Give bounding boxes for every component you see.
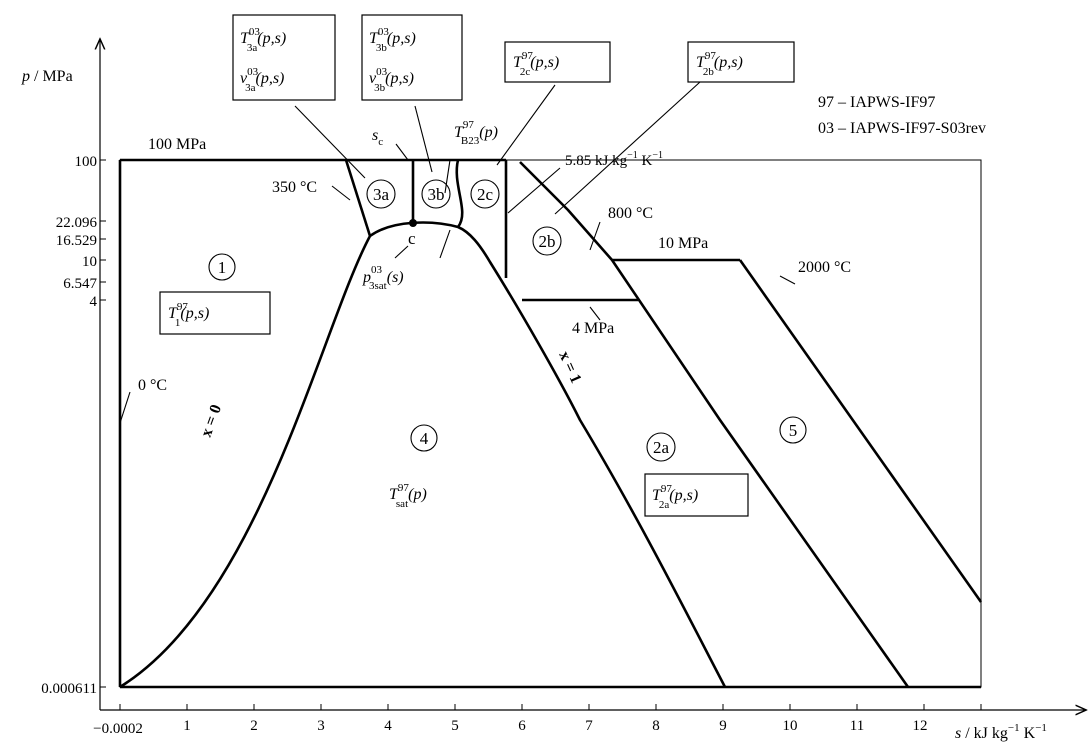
y-tick-6547: 6.547 [63,276,97,292]
y-ticks [100,159,106,688]
formula-box-3a: T03 3a(p,s) v03 3a(p,s) [232,14,336,101]
formula-box-2b: T97 2b(p,s) [687,41,795,83]
label-100mpa: 100 MPa [148,136,206,153]
x-tick-2: 2 [250,718,258,734]
y-axis-title: p / MPa [21,68,73,85]
formula-box-1: T97 1(p,s) [159,291,271,335]
region-2a: 2a [653,438,670,457]
x-tick-neg: −0.0002 [93,721,143,737]
x-tick-8: 8 [652,718,660,734]
region-5: 5 [789,421,798,440]
label-tb23: T97 B23(p) [454,119,498,147]
region-2c: 2c [477,185,494,204]
label-585: 5.85 kJ kg−1 K−1 [565,150,663,169]
region-labels: 1 3a 3b 2c 2b 4 2a 5 [208,179,807,462]
y-tick-16529: 16.529 [56,233,97,249]
formula-box-3b: T03 3b(p,s) v03 3b(p,s) [361,14,463,101]
region-2b: 2b [539,232,556,251]
x-tick-7: 7 [585,718,593,734]
formula-tsat: T97 sat(p) [389,482,427,510]
y-tick-22096: 22.096 [56,215,98,231]
x-tick-9: 9 [719,718,727,734]
saturation-curve [119,221,727,689]
x-tick-10: 10 [783,718,798,734]
boundary-3b-2c [455,159,464,228]
x-tick-3: 3 [317,718,325,734]
x-tick-1: 1 [183,718,191,734]
region-3b: 3b [428,185,445,204]
x-tick-4: 4 [384,718,392,734]
region-4: 4 [420,429,429,448]
x-tick-6: 6 [518,718,526,734]
y-tick-0000611: 0.000611 [41,681,97,697]
formula-box-2c: T97 2c(p,s) [504,41,611,83]
y-tick-100: 100 [75,154,98,170]
formula-box-2a: T97 2a(p,s) [644,473,749,517]
x-tick-12: 12 [913,718,928,734]
legend-line-1: 97 – IAPWS-IF97 [818,94,935,111]
label-p3sat: p03 3sat(s) [362,264,404,292]
label-x0: x = 0 [198,402,225,439]
label-0c: 0 °C [138,377,167,394]
legend-line-2: 03 – IAPWS-IF97-S03rev [818,120,986,137]
isotherm-800c [519,161,910,688]
x-tick-labels: −0.0002 1 2 3 4 5 6 7 8 9 10 11 12 [93,718,927,737]
label-4mpa: 4 MPa [572,320,614,337]
isotherm-2000c [738,259,983,603]
x-axis-title: s / kJ kg−1 K−1 [955,722,1047,742]
label-sc: sc [372,127,383,148]
label-800c: 800 °C [608,205,653,222]
region-1: 1 [218,258,227,277]
region-3a: 3a [373,185,390,204]
label-350c: 350 °C [272,179,317,196]
critical-point [409,219,417,227]
label-10mpa: 10 MPa [658,235,708,252]
x-ticks [119,704,982,710]
y-tick-labels: 100 22.096 16.529 10 6.547 4 0.000611 [41,154,97,697]
x-tick-11: 11 [850,718,864,734]
leader-lines [119,81,796,424]
y-tick-10: 10 [82,254,97,270]
critical-point-label: c [408,229,416,248]
x-tick-5: 5 [451,718,459,734]
y-tick-4: 4 [90,294,98,310]
label-2000c: 2000 °C [798,259,851,276]
boundary-350c [344,159,372,237]
